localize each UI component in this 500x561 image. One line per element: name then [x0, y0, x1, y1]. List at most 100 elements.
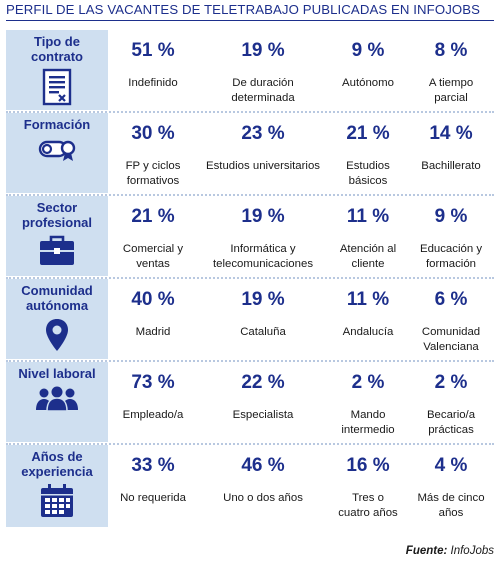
stat-description: Uno o dos años	[223, 491, 303, 506]
stat-description-line: intermedio	[341, 424, 395, 436]
stat-description-line: Becario/a	[426, 409, 476, 421]
stat-percentage: 8 %	[434, 40, 468, 61]
stat-description: Tres o cuatro años	[338, 491, 398, 521]
row-label-line: contrato	[31, 49, 83, 64]
stat-description-line: Empleado/a	[122, 409, 184, 421]
stat-description-line: Cataluña	[240, 326, 286, 338]
table-row: Años de experiencia 33 % No requerida 46 % Un…	[6, 445, 494, 528]
stat-description-line: cuatro años	[338, 507, 398, 519]
stat-description-line: Atención al	[339, 243, 397, 255]
stat-cell: 16 % Tres o cuatro años	[328, 445, 408, 528]
stat-description: FP y ciclos formativos	[126, 159, 181, 189]
stat-description-line: formación	[425, 258, 476, 270]
stat-description-line: cliente	[351, 258, 385, 270]
stat-description: No requerida	[120, 491, 186, 506]
stat-description-line: De duración	[232, 77, 294, 89]
stat-cell: 23 % Estudios universitarios	[198, 113, 328, 194]
calendar-icon	[39, 483, 75, 524]
stat-cell: 40 % Madrid	[108, 279, 198, 360]
stat-cell: 73 % Empleado/a	[108, 362, 198, 443]
table-row: Sector profesional 21 % Comercial y ventas 19…	[6, 196, 494, 279]
stat-percentage: 40 %	[131, 289, 175, 310]
stat-description: Mando intermedio	[341, 408, 394, 438]
stat-description: Atención al cliente	[340, 242, 396, 272]
source-label: Fuente:	[405, 545, 448, 557]
diploma-icon	[36, 136, 78, 167]
stat-description: Comercial y ventas	[123, 242, 183, 272]
stat-percentage: 51 %	[131, 40, 175, 61]
stat-percentage: 11 %	[346, 206, 390, 227]
row-label-line: Tipo de	[34, 34, 80, 49]
stat-description-line: Educación y	[419, 243, 483, 255]
table-row: Tipo de contrato 51 % Indefinido 19 % De dura…	[6, 30, 494, 113]
stat-cell: 9 % Educación y formación	[408, 196, 494, 277]
page-title: PERFIL DE LAS VACANTES DE TELETRABAJO PU…	[6, 2, 481, 17]
stat-description: A tiempo parcial	[429, 76, 473, 106]
people-group-icon	[35, 385, 79, 416]
stat-description-line: Tres o	[352, 492, 384, 504]
stat-description: Empleado/a	[123, 408, 184, 423]
stat-cell: 14 % Bachillerato	[408, 113, 494, 194]
stat-description-line: Andalucía	[342, 326, 394, 338]
stat-cell: 19 % De duración determinada	[198, 30, 328, 111]
stat-description: Becario/a prácticas	[427, 408, 475, 438]
stat-percentage: 23 %	[241, 123, 285, 144]
stat-cell: 11 % Atención al cliente	[328, 196, 408, 277]
stat-description: Cataluña	[240, 325, 286, 340]
row-label-line: Formación	[23, 117, 91, 132]
table-row: Comunidad autónoma 40 % Madrid 19 % Cataluña 1…	[6, 279, 494, 362]
stat-percentage: 73 %	[131, 372, 175, 393]
stat-percentage: 14 %	[429, 123, 473, 144]
row-label-cell: Formación	[6, 113, 108, 194]
stat-cell: 11 % Andalucía	[328, 279, 408, 360]
stat-description-line: determinada	[231, 92, 295, 104]
stat-percentage: 33 %	[131, 455, 175, 476]
row-label-line: Nivel laboral	[18, 366, 96, 381]
stat-percentage: 6 %	[434, 289, 468, 310]
stat-cell: 33 % No requerida	[108, 445, 198, 528]
stat-percentage: 4 %	[434, 455, 468, 476]
data-table: Tipo de contrato 51 % Indefinido 19 % De dura…	[6, 30, 494, 528]
stat-description: Comunidad Valenciana	[422, 325, 480, 355]
stat-cell: 21 % Estudios básicos	[328, 113, 408, 194]
stat-description: Madrid	[136, 325, 171, 340]
stat-description-line: No requerida	[120, 492, 186, 504]
row-label-cell: Nivel laboral	[6, 362, 108, 443]
stat-description-line: Uno o dos años	[223, 492, 303, 504]
table-row: Nivel laboral 73 % Empleado/a 22 % Especiali…	[6, 362, 494, 445]
stat-cell: 6 % Comunidad Valenciana	[408, 279, 494, 360]
stat-description-line: Estudios	[346, 160, 390, 172]
location-pin-icon	[45, 317, 69, 358]
stat-description: Especialista	[233, 408, 294, 423]
row-label-line: Sector	[36, 200, 78, 215]
stat-cell: 46 % Uno o dos años	[198, 445, 328, 528]
stat-percentage: 9 %	[351, 40, 385, 61]
stat-description-line: Indefinido	[128, 77, 178, 89]
title-divider	[6, 20, 494, 21]
stat-percentage: 2 %	[351, 372, 385, 393]
source-note: Fuente: InfoJobs	[406, 545, 494, 557]
stat-cell: 19 % Cataluña	[198, 279, 328, 360]
row-label-line: Comunidad	[21, 283, 93, 298]
stat-description-line: formativos	[126, 175, 180, 187]
stat-percentage: 19 %	[241, 40, 285, 61]
stat-description: Estudios universitarios	[206, 159, 320, 174]
stat-description-line: prácticas	[428, 424, 474, 436]
row-label-line: profesional	[21, 215, 93, 230]
row-label-line: experiencia	[21, 464, 93, 479]
stat-description-line: Mando	[350, 409, 386, 421]
stat-percentage: 19 %	[241, 206, 285, 227]
row-label: Comunidad autónoma	[21, 283, 93, 313]
stat-description-line: años	[438, 507, 464, 519]
briefcase-icon	[38, 234, 76, 273]
stat-description-line: Más de cinco	[417, 492, 485, 504]
stat-percentage: 21 %	[346, 123, 390, 144]
stat-description: Educación y formación	[420, 242, 482, 272]
stat-description-line: Autónomo	[342, 77, 394, 89]
stat-description: Estudios básicos	[346, 159, 390, 189]
stat-description-line: ventas	[136, 258, 170, 270]
stat-cell: 4 % Más de cinco años	[408, 445, 494, 528]
stat-percentage: 46 %	[241, 455, 285, 476]
stat-cell: 2 % Becario/a prácticas	[408, 362, 494, 443]
stat-cell: 30 % FP y ciclos formativos	[108, 113, 198, 194]
